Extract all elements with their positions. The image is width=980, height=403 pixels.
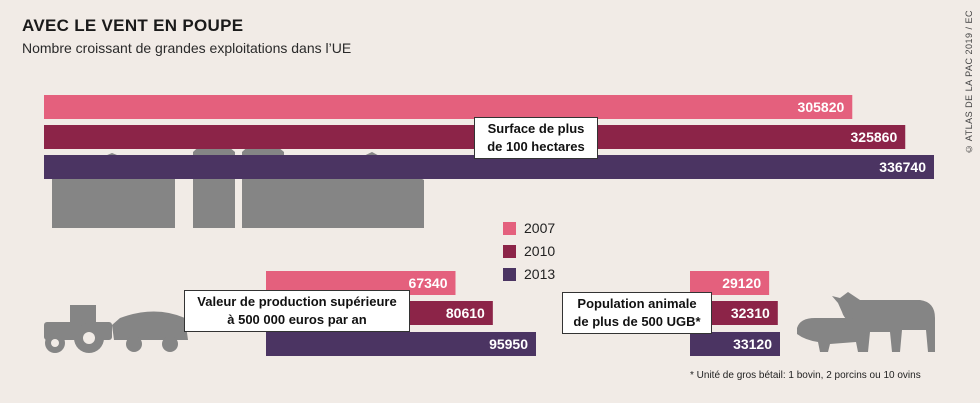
bar-1-2013 (266, 332, 536, 356)
chart-title: AVEC LE VENT EN POUPE (22, 16, 244, 35)
group-label-line: Valeur de production supérieure (197, 294, 397, 309)
bar-value-label: 29120 (722, 275, 761, 291)
group-label-line: à 500 000 euros par an (227, 312, 367, 327)
bar-0-2013 (44, 155, 934, 179)
legend-label: 2013 (524, 266, 556, 282)
bar-value-label: 33120 (733, 336, 772, 352)
group-label-line: Surface de plus (487, 121, 585, 136)
group-label-production: Valeur de production supérieure à 500 00… (184, 290, 410, 332)
bar-2-2007 (690, 271, 770, 295)
bar-value-label: 32310 (731, 305, 770, 321)
bar-value-label: 67340 (409, 275, 448, 291)
bar-value-label: 336740 (879, 159, 926, 175)
legend: 2007 2010 2013 (503, 218, 555, 287)
footnote: * Unité de gros bétail: 1 bovin, 2 porci… (690, 370, 921, 381)
legend-label: 2007 (524, 220, 556, 236)
legend-label: 2010 (524, 243, 556, 259)
legend-item: 2010 (503, 241, 555, 261)
farm-buildings-icon (52, 142, 424, 228)
legend-item: 2013 (503, 264, 555, 284)
legend-item: 2007 (503, 218, 555, 238)
legend-swatch-2013 (503, 267, 516, 281)
bar-2-2013 (690, 332, 780, 356)
legend-swatch-2007 (503, 221, 516, 235)
group-label-surface: Surface de plus de 100 hectares (474, 117, 598, 159)
cow-and-pig-icon (797, 292, 935, 352)
bar-0-2007 (44, 95, 853, 119)
chart-subtitle: Nombre croissant de grandes exploitation… (22, 40, 352, 56)
bar-value-label: 95950 (489, 336, 528, 352)
group-label-line: de plus de 500 UGB* (573, 314, 701, 329)
group-label-line: Population animale (577, 296, 697, 311)
bar-value-label: 80610 (446, 305, 485, 321)
bar-value-label: 305820 (798, 99, 845, 115)
legend-swatch-2010 (503, 244, 516, 258)
group-label-line: de 100 hectares (487, 139, 585, 154)
bar-value-label: 325860 (851, 129, 898, 145)
group-label-livestock: Population animale de plus de 500 UGB* (562, 292, 712, 334)
tractor-icon (44, 305, 188, 353)
